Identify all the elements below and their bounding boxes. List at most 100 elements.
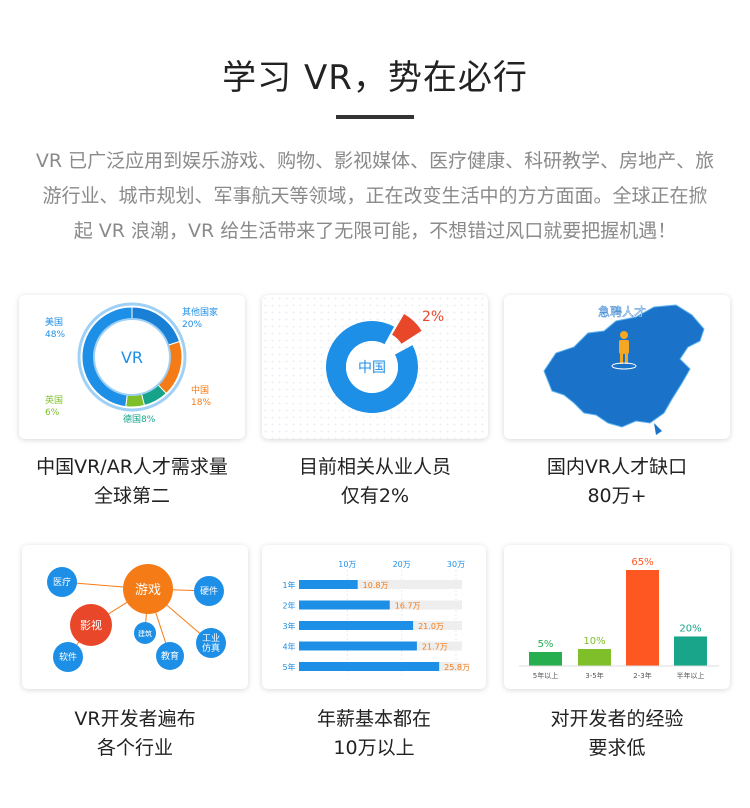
axis-tick-label: 30万 bbox=[447, 560, 465, 569]
slice-label: 中国 bbox=[191, 384, 209, 396]
experience-bar bbox=[578, 649, 611, 666]
person-leg-icon bbox=[620, 354, 623, 364]
bubble-label: 仿真 bbox=[202, 642, 220, 654]
bubble-label: 游戏 bbox=[135, 583, 161, 598]
experience-bar bbox=[674, 636, 707, 666]
caption-line: 80万+ bbox=[587, 485, 647, 507]
industries-card: 游戏 影视 医疗 硬件 建筑 工业 仿真 软件 教育 bbox=[22, 545, 248, 689]
intro-paragraph: VR 已广泛应用到娱乐游戏、购物、影视媒体、医疗健康、科研教学、房地产、旅 游行… bbox=[14, 144, 736, 249]
bubble-medical bbox=[47, 567, 77, 597]
bubble-software bbox=[53, 642, 83, 672]
slice-value-label: 20% bbox=[182, 320, 202, 330]
category-label: 2年 bbox=[282, 601, 295, 611]
bar-value-label: 21.7万 bbox=[422, 643, 448, 652]
category-label: 5年 bbox=[282, 662, 295, 672]
bar-value-label: 10% bbox=[583, 636, 605, 647]
intro-line: 游行业、城市规划、军事航天等领域，正在改变生活中的方方面面。全球正在掀 bbox=[42, 185, 708, 207]
slice-label: 德国 bbox=[123, 413, 141, 425]
bar-track bbox=[299, 580, 462, 589]
axis-tick-label: 10万 bbox=[338, 560, 356, 569]
bubble-label: 影视 bbox=[80, 618, 102, 632]
bubble-hardware bbox=[194, 576, 224, 606]
bar-value-label: 5% bbox=[538, 639, 554, 650]
slice-label: 其他国家 bbox=[182, 306, 218, 318]
salary-bar-chart: 10万 20万 30万 1年 10.8万 2年 16.7万 3年 21.0万 4年 21.7万 5年… bbox=[282, 560, 470, 675]
slice-value-label: 8% bbox=[141, 415, 156, 425]
card-caption: VR开发者遍布 各个行业 bbox=[15, 705, 255, 763]
slice-value-label: 48% bbox=[45, 330, 65, 340]
card-caption: 国内VR人才缺口 80万+ bbox=[497, 453, 737, 511]
bubble-film bbox=[70, 604, 112, 646]
bubble-game bbox=[123, 564, 173, 614]
salary-bars: 1年 10.8万 2年 16.7万 3年 21.0万 4年 21.7万 5年 25.8万 bbox=[282, 580, 470, 672]
caption-line: 对开发者的经验 bbox=[550, 708, 684, 730]
bubble-label: 教育 bbox=[161, 650, 179, 662]
bar-value-label: 65% bbox=[631, 557, 653, 568]
slice-value-label: 6% bbox=[45, 408, 60, 418]
donut-inner-ring bbox=[93, 318, 171, 396]
salary-bar bbox=[299, 641, 417, 651]
practitioner-share-donut-chart: 中国 2% bbox=[326, 309, 444, 413]
salary-bar bbox=[299, 580, 358, 589]
donut-outer-ring bbox=[77, 302, 187, 412]
bar-value-label: 25.8万 bbox=[444, 663, 470, 672]
category-label: 1年 bbox=[282, 580, 295, 590]
card-caption: 目前相关从业人员 仅有2% bbox=[255, 453, 495, 511]
practitioner-share-card: 中国 2% bbox=[262, 295, 488, 439]
category-label: 5年以上 bbox=[533, 671, 558, 680]
caption-line: 全球第二 bbox=[93, 485, 170, 507]
donut-slice bbox=[326, 321, 418, 413]
category-label: 2-3年 bbox=[633, 671, 651, 680]
caption-line: 各个行业 bbox=[96, 737, 173, 759]
donut-hole bbox=[346, 341, 398, 393]
bar-value-label: 10.8万 bbox=[363, 581, 389, 590]
salary-bar bbox=[299, 662, 440, 671]
caption-line: VR开发者遍布 bbox=[74, 708, 196, 730]
axis-tick-label: 20万 bbox=[393, 560, 411, 569]
bar-value-label: 20% bbox=[679, 623, 701, 634]
category-label: 3-5年 bbox=[585, 671, 603, 680]
salary-axis-ticks: 10万 20万 30万 bbox=[338, 560, 465, 675]
bar-value-label: 21.0万 bbox=[418, 622, 444, 631]
donut-slice bbox=[392, 314, 422, 344]
caption-line: 中国VR/AR人才需求量 bbox=[36, 456, 228, 478]
experience-bar bbox=[626, 570, 659, 666]
donut-slices bbox=[77, 302, 187, 412]
bubble-industry-simulation bbox=[196, 628, 226, 658]
caption-line: 仅有2% bbox=[340, 485, 410, 507]
china-map-icon bbox=[543, 304, 705, 428]
caption-line: 10万以上 bbox=[333, 737, 415, 759]
card-caption: 对开发者的经验 要求低 bbox=[497, 705, 737, 763]
salary-bar bbox=[299, 600, 390, 610]
island-shape bbox=[654, 423, 662, 435]
person-leg-icon bbox=[625, 354, 628, 364]
salary-bar bbox=[299, 621, 414, 630]
location-ring-icon bbox=[611, 362, 637, 370]
talent-demand-donut-chart: VR 美国 48% 其他国家 20% 中国 18% 德国 8% 英国 6% bbox=[45, 302, 218, 425]
salary-card: 10万 20万 30万 1年 10.8万 2年 16.7万 3年 21.0万 4年 21.7万 5年… bbox=[262, 545, 486, 689]
bubble-education bbox=[156, 642, 184, 670]
donut-center-label: VR bbox=[121, 348, 143, 367]
intro-line: VR 已广泛应用到娱乐游戏、购物、影视媒体、医疗健康、科研教学、房地产、旅 bbox=[35, 150, 715, 172]
caption-line: 要求低 bbox=[588, 737, 646, 759]
card-caption: 中国VR/AR人才需求量 全球第二 bbox=[12, 453, 252, 511]
donut-hole bbox=[94, 319, 170, 395]
title-underline bbox=[336, 115, 414, 119]
bubble-architecture bbox=[134, 622, 156, 644]
bubble-label: 软件 bbox=[59, 651, 77, 663]
slice-label: 美国 bbox=[45, 316, 63, 328]
person-head-icon bbox=[620, 331, 628, 339]
intro-line: 起 VR 浪潮，VR 给生活带来了无限可能，不想错过风口就要把握机遇！ bbox=[73, 220, 677, 242]
category-label: 3年 bbox=[282, 621, 295, 631]
person-body-icon bbox=[619, 340, 629, 354]
caption-line: 年薪基本都在 bbox=[316, 708, 431, 730]
caption-line: 目前相关从业人员 bbox=[298, 456, 451, 478]
talent-demand-card: VR 美国 48% 其他国家 20% 中国 18% 德国 8% 英国 6% bbox=[19, 295, 245, 439]
slice-label: 英国 bbox=[45, 394, 63, 406]
category-label: 4年 bbox=[282, 642, 295, 652]
category-label: 半年以上 bbox=[677, 671, 705, 680]
card-caption: 年薪基本都在 10万以上 bbox=[254, 705, 494, 763]
bubble-label: 工业 bbox=[202, 633, 220, 644]
slice-value-label: 2% bbox=[422, 309, 444, 325]
bar-value-label: 16.7万 bbox=[395, 602, 421, 611]
